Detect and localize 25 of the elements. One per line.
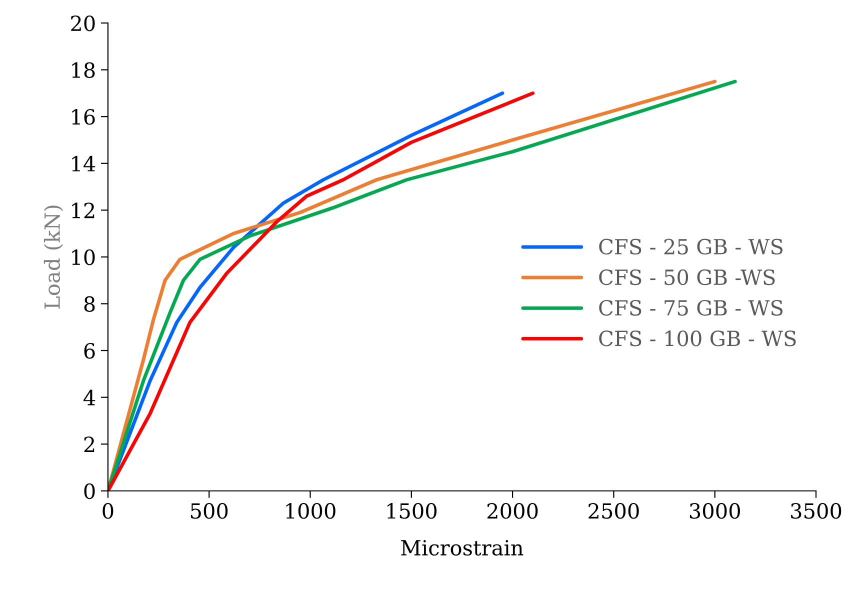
x-tick-label: 1500 — [387, 503, 437, 519]
x-tick-label: 3000 — [690, 503, 740, 519]
y-tick-label: 0 — [84, 483, 95, 500]
x-tick-label: 2000 — [487, 503, 538, 519]
y-tick-label: 12 — [72, 202, 94, 218]
x-tick-label: 0 — [102, 503, 114, 519]
y-axis-title: Load (kN) — [44, 206, 63, 309]
y-tick-label: 2 — [84, 436, 94, 452]
legend-label: CFS - 100 GB - WS — [599, 330, 796, 346]
y-tick-label: 18 — [72, 62, 95, 78]
y-tick-label: 16 — [72, 109, 95, 125]
y-tick-label: 8 — [84, 296, 95, 312]
y-tick-label: 10 — [72, 249, 95, 266]
y-tick-label: 14 — [72, 156, 96, 172]
y-tick-label: 6 — [84, 342, 95, 359]
x-tick-label: 3500 — [791, 503, 842, 519]
x-tick-label: 2500 — [588, 503, 639, 519]
legend-label: CFS - 75 GB - WS — [599, 300, 782, 316]
x-tick-label: 1000 — [286, 503, 336, 519]
y-tick-label: 20 — [71, 15, 95, 32]
legend-label: CFS - 50 GB -WS — [599, 269, 775, 286]
legend-label: CFS - 25 GB - WS — [599, 238, 782, 255]
x-axis-title: Microstrain — [401, 540, 524, 556]
y-tick-label: 4 — [84, 390, 96, 406]
x-tick-label: 500 — [190, 503, 228, 519]
